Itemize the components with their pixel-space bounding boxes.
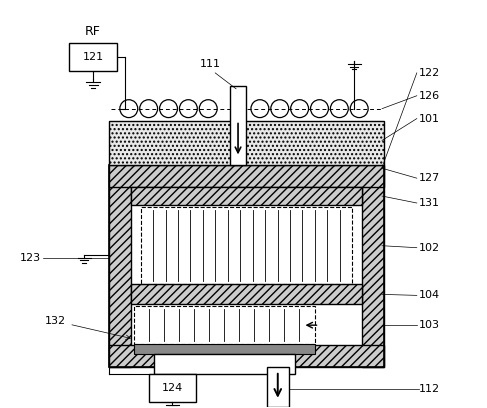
Text: 131: 131	[419, 198, 440, 208]
Bar	[131, 187, 362, 205]
Bar	[134, 344, 315, 354]
Bar	[131, 284, 362, 304]
Bar	[109, 345, 384, 367]
Bar	[230, 86, 246, 165]
Text: RF: RF	[85, 25, 101, 38]
Bar	[69, 43, 117, 71]
Bar	[362, 165, 384, 367]
Bar	[131, 187, 362, 345]
Text: 123: 123	[20, 253, 41, 263]
Text: 126: 126	[419, 91, 440, 101]
Text: 124: 124	[162, 383, 183, 393]
Bar	[109, 165, 384, 367]
Bar	[134, 306, 315, 344]
Bar	[141, 207, 352, 284]
Bar	[153, 354, 295, 374]
Text: 132: 132	[45, 316, 66, 326]
Text: 121: 121	[82, 52, 104, 62]
Bar	[267, 367, 289, 407]
Text: 127: 127	[419, 173, 440, 183]
Text: 111: 111	[200, 59, 221, 69]
Text: 101: 101	[419, 113, 440, 124]
Bar	[134, 306, 315, 344]
Text: 102: 102	[419, 243, 440, 253]
Bar	[149, 374, 196, 401]
Bar	[109, 165, 131, 367]
Text: 103: 103	[419, 320, 440, 330]
Text: 122: 122	[419, 68, 440, 78]
Bar	[109, 121, 384, 165]
Bar	[109, 165, 384, 187]
Text: 104: 104	[419, 290, 440, 300]
Text: 112: 112	[419, 384, 440, 394]
Bar	[141, 207, 352, 284]
